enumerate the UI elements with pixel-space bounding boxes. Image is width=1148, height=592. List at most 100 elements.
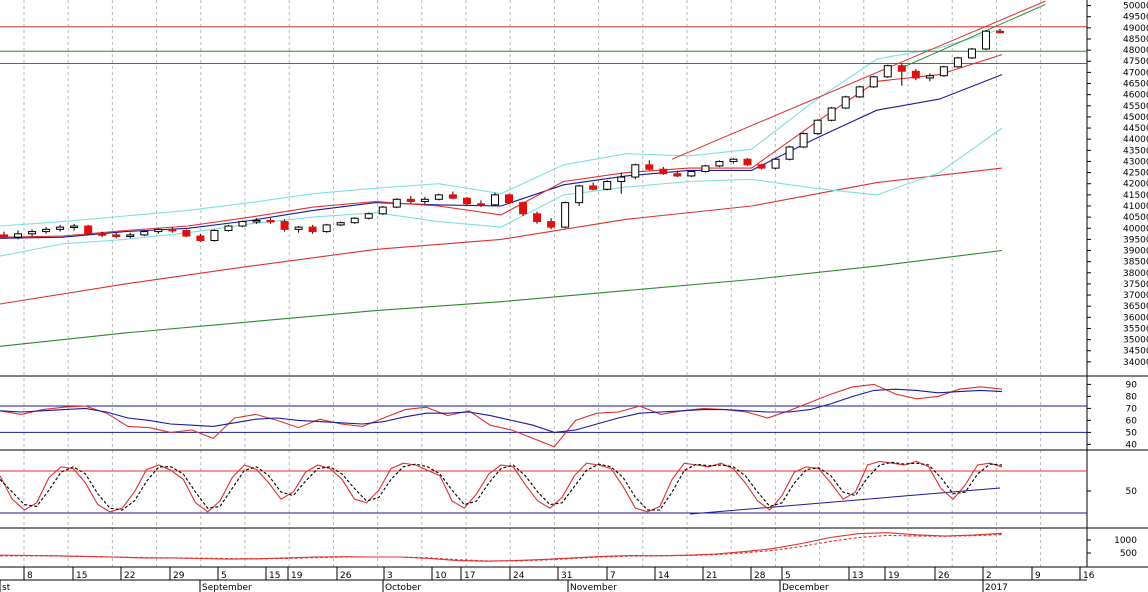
- date-tick-label: 19: [888, 571, 900, 581]
- y-tick-label: 38000: [1123, 269, 1148, 279]
- candle: [98, 231, 107, 238]
- candle: [42, 227, 51, 234]
- candle: [729, 158, 738, 164]
- osc2-trendline: [689, 487, 1001, 515]
- date-tick-label: 15: [76, 571, 87, 581]
- date-tick-label: 10: [435, 571, 447, 581]
- candle: [406, 195, 415, 204]
- candle-up: [252, 219, 261, 223]
- candle: [981, 30, 990, 51]
- candle-down: [182, 229, 191, 237]
- candle-down: [98, 233, 107, 236]
- candle: [140, 230, 149, 237]
- candle: [308, 224, 317, 234]
- y-tick-label: 44500: [1123, 124, 1148, 134]
- candle-up: [322, 224, 331, 233]
- candle: [210, 229, 219, 242]
- y-tick-label: 35000: [1123, 336, 1148, 346]
- price-series-line-2: [0, 74, 1003, 239]
- candle: [364, 212, 373, 220]
- date-tick-label: 9: [1035, 571, 1041, 581]
- date-tick-label: 24: [513, 571, 525, 581]
- candle: [813, 119, 822, 135]
- candle-down: [743, 158, 752, 166]
- candle-up: [392, 198, 401, 208]
- y-tick-label: 40000: [1123, 224, 1148, 234]
- candle-down: [659, 168, 668, 175]
- date-tick-label: 26: [340, 571, 352, 581]
- candle: [701, 164, 710, 173]
- candle-up: [869, 76, 878, 88]
- candle: [280, 219, 289, 232]
- candle: [617, 172, 626, 194]
- date-tick-label: 5: [785, 571, 791, 581]
- price-panel: 340003450035000 3550036000365003700037500…: [0, 0, 1148, 567]
- y-tick-label: 36000: [1123, 313, 1148, 323]
- y-tick-label: 36500: [1123, 302, 1148, 312]
- y-tick-label: 49500: [1123, 13, 1148, 23]
- date-tick-label: 7: [610, 571, 616, 581]
- candle: [589, 182, 598, 191]
- candle: [196, 233, 205, 242]
- candle: [911, 69, 920, 81]
- candle: [168, 227, 177, 233]
- candle: [659, 167, 668, 175]
- candle-up: [617, 176, 626, 182]
- candle: [378, 205, 387, 215]
- month-label: 2017: [985, 583, 1008, 592]
- candle: [715, 160, 724, 168]
- candle: [533, 211, 542, 224]
- candle-down: [280, 221, 289, 230]
- y-tick-label: 37500: [1123, 280, 1148, 290]
- price-series-line-1: [0, 249, 1003, 347]
- candle: [743, 158, 752, 166]
- candle-up: [729, 158, 738, 162]
- candle: [476, 200, 485, 208]
- candle-up: [701, 165, 710, 172]
- candle: [126, 232, 135, 239]
- candle-up: [238, 221, 247, 227]
- candle-down: [996, 30, 1004, 34]
- y-tick-label: 39000: [1123, 247, 1148, 257]
- candle: [645, 160, 654, 171]
- y-tick-label: 39500: [1123, 235, 1148, 245]
- candle-up: [939, 66, 948, 77]
- date-tick-label: 5: [221, 571, 227, 581]
- osc2-series-line-0: [0, 460, 1003, 513]
- date-tick-label: 15: [269, 571, 280, 581]
- volume-series-line-1: [0, 533, 1003, 562]
- candle: [799, 132, 808, 149]
- candle: [561, 201, 570, 229]
- y-tick-label: 40500: [1123, 213, 1148, 223]
- candle: [757, 163, 766, 170]
- candle: [434, 193, 443, 201]
- candle: [967, 47, 976, 60]
- y-tick-label: 500: [1120, 549, 1137, 559]
- candle-down: [448, 194, 457, 199]
- date-tick-label: 16: [1083, 571, 1095, 581]
- y-tick-label: 45000: [1123, 113, 1148, 123]
- candle-up: [224, 225, 233, 231]
- month-label: November: [570, 583, 617, 592]
- volume-panel: 500 1000: [0, 527, 1148, 562]
- candle: [182, 229, 191, 238]
- candle-up: [28, 231, 37, 235]
- candle-up: [771, 158, 780, 169]
- candle-down: [519, 202, 528, 215]
- candle-up: [42, 228, 51, 233]
- candle: [420, 197, 429, 204]
- candle: [84, 224, 93, 235]
- y-tick-label: 43000: [1123, 157, 1148, 167]
- candle-up: [953, 57, 962, 68]
- candle: [785, 145, 794, 161]
- candle: [28, 229, 37, 237]
- candle-up: [827, 107, 836, 121]
- candle: [827, 106, 836, 122]
- candle: [448, 191, 457, 200]
- y-tick-label: 46000: [1123, 91, 1148, 101]
- candle-down: [308, 226, 317, 233]
- candle: [0, 231, 8, 239]
- y-tick-label: 40: [1126, 440, 1138, 450]
- date-axis: 8 15 22 29 5 15 19 26 3 10 17 24 31 7 14 21 28 5 13 19 26 2 9 1…: [0, 566, 1148, 592]
